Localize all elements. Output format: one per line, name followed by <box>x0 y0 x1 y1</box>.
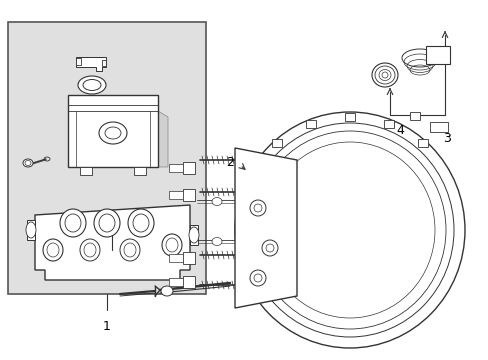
Ellipse shape <box>249 270 265 286</box>
Bar <box>272 139 282 148</box>
Bar <box>383 120 393 128</box>
Bar <box>305 120 316 128</box>
Ellipse shape <box>161 286 173 296</box>
Polygon shape <box>158 111 168 167</box>
Bar <box>417 139 427 148</box>
Ellipse shape <box>371 63 397 87</box>
Polygon shape <box>169 164 183 172</box>
Bar <box>76 58 81 65</box>
Text: 3: 3 <box>442 131 450 144</box>
Ellipse shape <box>23 159 33 167</box>
Polygon shape <box>35 205 190 280</box>
Polygon shape <box>190 225 198 245</box>
Polygon shape <box>27 220 35 240</box>
Ellipse shape <box>43 239 63 261</box>
Text: 2: 2 <box>225 156 233 168</box>
Ellipse shape <box>26 222 36 238</box>
Ellipse shape <box>262 240 278 256</box>
Ellipse shape <box>189 227 199 243</box>
Bar <box>102 60 106 66</box>
Polygon shape <box>169 278 183 286</box>
Polygon shape <box>183 162 195 174</box>
Text: 4: 4 <box>395 123 403 136</box>
Ellipse shape <box>235 112 464 348</box>
Bar <box>68 95 158 167</box>
Bar <box>80 167 92 175</box>
Bar <box>429 122 447 132</box>
Bar <box>134 167 146 175</box>
Polygon shape <box>235 148 296 308</box>
Ellipse shape <box>120 239 140 261</box>
Ellipse shape <box>78 76 106 94</box>
Ellipse shape <box>212 238 222 246</box>
Bar <box>425 46 449 64</box>
Ellipse shape <box>60 209 86 237</box>
Ellipse shape <box>94 209 120 237</box>
Polygon shape <box>183 189 195 201</box>
Bar <box>345 113 354 121</box>
Polygon shape <box>76 57 106 71</box>
Polygon shape <box>183 276 195 288</box>
Polygon shape <box>169 254 183 262</box>
Ellipse shape <box>212 198 222 206</box>
Ellipse shape <box>162 234 182 256</box>
Text: 1: 1 <box>103 320 111 333</box>
Ellipse shape <box>80 239 100 261</box>
Ellipse shape <box>249 200 265 216</box>
Ellipse shape <box>99 122 127 144</box>
Ellipse shape <box>128 209 154 237</box>
Polygon shape <box>169 191 183 199</box>
Ellipse shape <box>401 49 437 67</box>
Bar <box>409 112 419 120</box>
Polygon shape <box>183 252 195 264</box>
Bar <box>8 22 205 294</box>
